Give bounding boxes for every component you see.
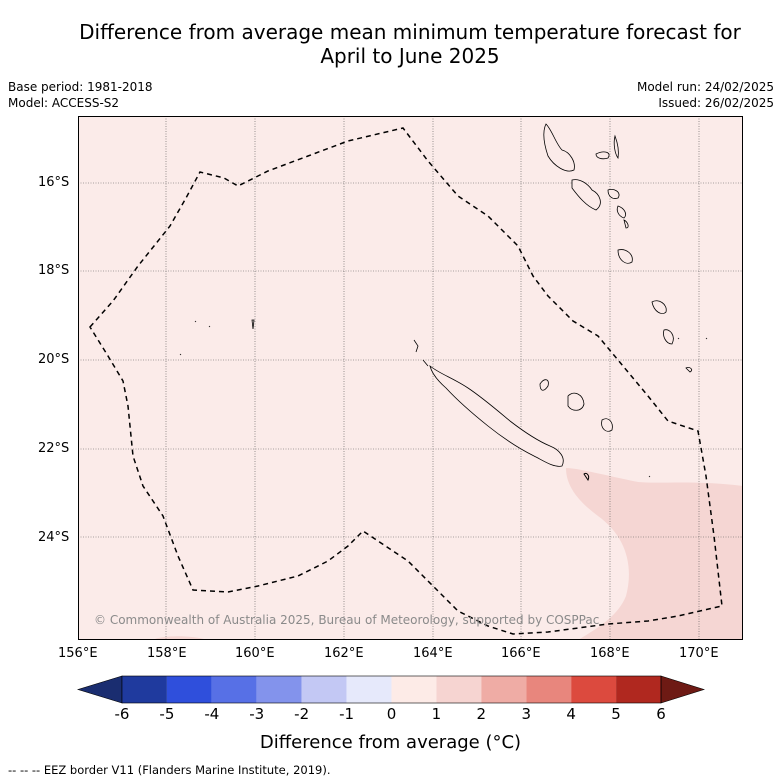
new-caledonia-island bbox=[429, 364, 564, 467]
colorbar-tick-label: -2 bbox=[294, 705, 310, 723]
small-islands bbox=[179, 319, 708, 478]
colorbar-swatch bbox=[166, 676, 212, 703]
map-title-line2: April to June 2025 bbox=[320, 44, 500, 68]
belep-islands bbox=[413, 339, 429, 367]
colorbar-swatch bbox=[122, 676, 167, 703]
vanuatu-islands bbox=[543, 123, 693, 373]
lon-label-166e: 166°E bbox=[501, 646, 541, 661]
walpole-island bbox=[583, 473, 590, 481]
colorbar-tick-label: -5 bbox=[159, 705, 175, 723]
eez-legend-note: -- -- -- EEZ border V11 (Flanders Marine… bbox=[8, 763, 331, 777]
colorbar-tick-label: 0 bbox=[386, 705, 397, 723]
lon-label-170e: 170°E bbox=[679, 646, 719, 661]
colorbar-tick-label: 6 bbox=[656, 705, 666, 723]
colorbar-tick-label: 1 bbox=[431, 705, 442, 723]
colorbar-tick-label: -4 bbox=[204, 705, 220, 723]
colorbar-swatch bbox=[481, 676, 527, 703]
mare-island bbox=[601, 418, 613, 432]
colorbar-tick-label: -3 bbox=[249, 705, 265, 723]
colorbar-tick-label: 4 bbox=[566, 705, 576, 723]
lat-label-20s: 20°S bbox=[38, 352, 70, 367]
colorbar-tick-label: 3 bbox=[521, 705, 532, 723]
copyright-notice: © Commonwealth of Australia 2025, Bureau… bbox=[94, 613, 600, 627]
lat-label-24s: 24°S bbox=[38, 530, 70, 545]
colorbar-tick-label: -6 bbox=[114, 705, 130, 723]
model-text: Model: ACCESS-S2 bbox=[8, 96, 120, 110]
lon-label-160e: 160°E bbox=[235, 646, 275, 661]
ouvea-island bbox=[539, 379, 549, 391]
lat-label-22s: 22°S bbox=[38, 441, 70, 456]
colorbar-tick-label: -1 bbox=[339, 705, 355, 723]
model-run-text: Model run: 24/02/2025 bbox=[636, 80, 774, 94]
colorbar-swatch bbox=[616, 676, 661, 703]
lon-label-164e: 164°E bbox=[413, 646, 453, 661]
colorbar-swatch bbox=[436, 676, 482, 703]
colorbar-label: Difference from average (°C) bbox=[259, 732, 522, 753]
map-panel: © Commonwealth of Australia 2025, Bureau… bbox=[78, 116, 743, 640]
colorbar bbox=[76, 675, 706, 704]
lat-label-18s: 18°S bbox=[38, 263, 70, 278]
colorbar-swatch bbox=[526, 676, 572, 703]
lat-label-16s: 16°S bbox=[38, 175, 70, 190]
lon-label-162e: 162°E bbox=[324, 646, 364, 661]
colorbar-high-extend bbox=[660, 675, 706, 704]
lon-label-158e: 158°E bbox=[147, 646, 187, 661]
colorbar-swatch bbox=[301, 676, 347, 703]
base-period-text: Base period: 1981-2018 bbox=[8, 80, 153, 94]
colorbar-tick-label: 2 bbox=[476, 705, 487, 723]
colorbar-swatch bbox=[211, 676, 257, 703]
graticule bbox=[78, 116, 743, 640]
lifou-island bbox=[567, 392, 585, 411]
colorbar-tick-label: 5 bbox=[611, 705, 621, 723]
map-title-line1: Difference from average mean minimum tem… bbox=[79, 20, 741, 44]
colorbar-swatch bbox=[571, 676, 617, 703]
map-canvas bbox=[78, 116, 743, 640]
colorbar-swatch bbox=[346, 676, 392, 703]
colorbar-frame bbox=[121, 675, 662, 704]
colorbar-low-extend bbox=[76, 675, 123, 704]
colorbar-swatch bbox=[391, 676, 437, 703]
colorbar-swatch bbox=[256, 676, 302, 703]
lon-label-168e: 168°E bbox=[590, 646, 630, 661]
lon-label-156e: 156°E bbox=[58, 646, 98, 661]
issued-text: Issued: 26/02/2025 bbox=[658, 96, 774, 110]
